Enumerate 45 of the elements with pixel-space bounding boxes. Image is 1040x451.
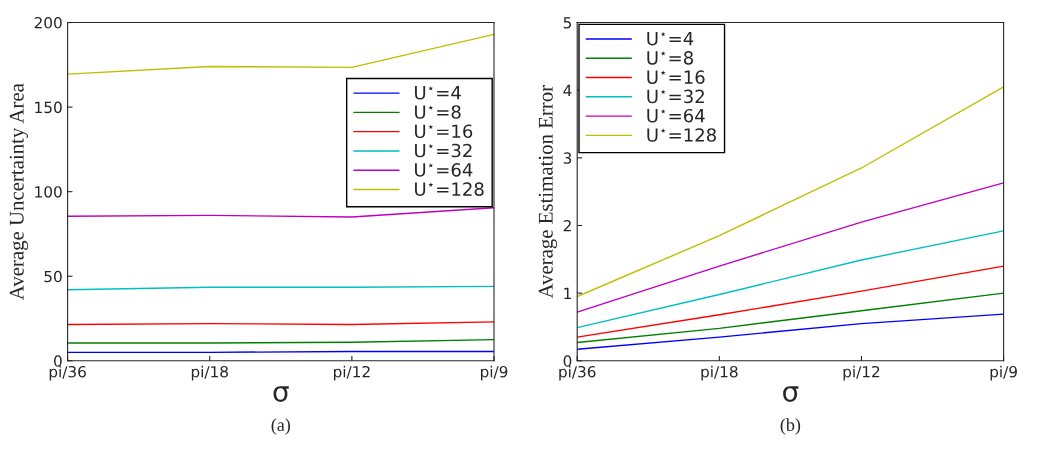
y-tick-label: 50 — [44, 270, 62, 283]
y-axis-title: Average Estimation Error — [538, 85, 558, 299]
legend-label: U$^{⋆}$=128 — [415, 182, 484, 196]
text: (b) — [780, 418, 801, 435]
line-series — [577, 182, 1004, 313]
y-tick-label: 0 — [54, 355, 62, 367]
x-tick-label: pi/9 — [990, 365, 1017, 381]
legend-label: U$^{⋆}$=32 — [647, 89, 704, 104]
legend-label: U$^{⋆}$=4 — [647, 31, 694, 46]
x-tick-label: pi/12 — [333, 365, 370, 381]
line-series — [577, 292, 1004, 344]
y-axis-title: Average Uncertainty Area — [9, 83, 29, 301]
x-tick-label: pi/18 — [191, 365, 228, 381]
legend-label: U$^{⋆}$=64 — [647, 108, 705, 123]
text: (a) — [271, 418, 291, 435]
x-tick-label: pi/9 — [480, 365, 508, 381]
line-series — [67, 207, 494, 218]
x-tick-label: pi/12 — [843, 365, 880, 381]
y-tick-label: 1 — [564, 287, 571, 299]
y-tick-label: 4 — [563, 84, 572, 96]
x-tick-label: pi/18 — [701, 365, 738, 381]
legend-label: U$^{⋆}$=32 — [415, 143, 472, 158]
y-tick-label: 5 — [563, 17, 571, 29]
y-tick-label: 150 — [35, 101, 62, 114]
legend-label: U$^{⋆}$=4 — [415, 85, 461, 100]
line-series — [577, 86, 1004, 298]
x-tick-label: pi/36 — [49, 365, 86, 381]
legend-label: U$^{⋆}$=16 — [415, 124, 473, 139]
x-axis-title: σ — [273, 386, 289, 402]
y-tick-label: 2 — [563, 219, 571, 232]
y-tick-label: 200 — [34, 17, 62, 29]
y-tick-label: 100 — [35, 186, 62, 198]
line-series — [577, 230, 1004, 329]
line-series — [577, 313, 1004, 350]
legend-label: U$^{⋆}$=8 — [647, 51, 693, 65]
y-tick-label: 0 — [563, 355, 572, 367]
legend-label: U$^{⋆}$=16 — [647, 70, 705, 84]
x-tick-label: pi/36 — [559, 365, 596, 381]
line-series — [67, 33, 494, 75]
legend-label: U$^{⋆}$=8 — [415, 105, 461, 119]
y-tick-label: 3 — [563, 152, 572, 164]
x-axis-title: σ — [783, 386, 799, 402]
legend-label: U$^{⋆}$=128 — [647, 128, 716, 142]
line-series — [577, 265, 1004, 338]
legend-label: U$^{⋆}$=64 — [415, 163, 473, 177]
